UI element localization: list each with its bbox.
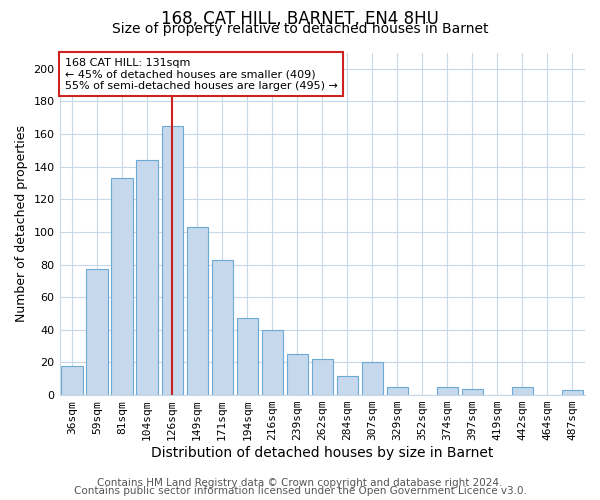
Bar [562, 390, 583, 395]
Bar [262, 330, 283, 395]
Bar [86, 270, 108, 395]
Bar [136, 160, 158, 395]
Bar [337, 376, 358, 395]
Text: Size of property relative to detached houses in Barnet: Size of property relative to detached ho… [112, 22, 488, 36]
Bar [287, 354, 308, 395]
Bar [112, 178, 133, 395]
Bar [387, 387, 408, 395]
Text: Contains public sector information licensed under the Open Government Licence v3: Contains public sector information licen… [74, 486, 526, 496]
Bar [61, 366, 83, 395]
Bar [437, 387, 458, 395]
Bar [212, 260, 233, 395]
Bar [311, 359, 333, 395]
Bar [187, 227, 208, 395]
Bar [161, 126, 183, 395]
Text: 168 CAT HILL: 131sqm
← 45% of detached houses are smaller (409)
55% of semi-deta: 168 CAT HILL: 131sqm ← 45% of detached h… [65, 58, 338, 91]
Y-axis label: Number of detached properties: Number of detached properties [15, 126, 28, 322]
Text: Contains HM Land Registry data © Crown copyright and database right 2024.: Contains HM Land Registry data © Crown c… [97, 478, 503, 488]
X-axis label: Distribution of detached houses by size in Barnet: Distribution of detached houses by size … [151, 446, 493, 460]
Text: 168, CAT HILL, BARNET, EN4 8HU: 168, CAT HILL, BARNET, EN4 8HU [161, 10, 439, 28]
Bar [462, 388, 483, 395]
Bar [512, 387, 533, 395]
Bar [236, 318, 258, 395]
Bar [362, 362, 383, 395]
